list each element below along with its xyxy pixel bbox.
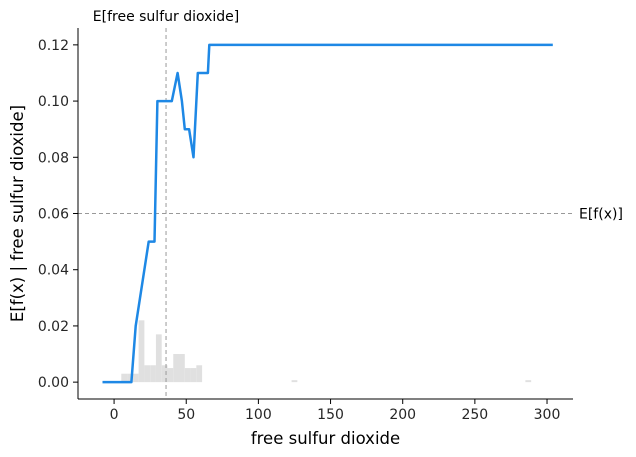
histogram-bar bbox=[132, 373, 139, 383]
feature-histogram bbox=[121, 320, 532, 383]
histogram-bar bbox=[291, 380, 298, 383]
histogram-bar bbox=[138, 320, 145, 383]
partial-dependence-line bbox=[102, 43, 553, 384]
x-tick-label: 200 bbox=[389, 407, 416, 423]
y-tick-label: 0.06 bbox=[38, 207, 69, 223]
histogram-bar bbox=[127, 373, 133, 383]
histogram-bar bbox=[144, 365, 151, 383]
histogram-bar bbox=[179, 354, 185, 383]
x-tick-label: 50 bbox=[177, 407, 195, 423]
histogram-bar bbox=[161, 365, 168, 383]
x-tick-label: 250 bbox=[461, 407, 488, 423]
histogram-bar bbox=[196, 365, 203, 383]
histogram-bar bbox=[525, 380, 532, 383]
histogram-bar bbox=[150, 365, 156, 383]
y-tick-label: 0.02 bbox=[38, 319, 69, 335]
y-tick-label: 0.08 bbox=[38, 150, 69, 166]
y-axis-label: E[f(x) | free sulfur dioxide] bbox=[8, 105, 27, 322]
y-tick-label: 0.12 bbox=[38, 38, 69, 54]
histogram-bar bbox=[190, 368, 197, 383]
x-ticks: 0 50 100 150 200 250 300 bbox=[110, 399, 561, 423]
x-axis-label: free sulfur dioxide bbox=[251, 429, 400, 448]
expected-value-label: E[f(x)] bbox=[579, 207, 623, 223]
y-tick-label: 0.00 bbox=[38, 375, 69, 391]
x-tick-label: 0 bbox=[110, 407, 119, 423]
histogram-bar bbox=[155, 334, 162, 383]
y-tick-label: 0.04 bbox=[38, 263, 69, 279]
y-ticks: 0.00 0.02 0.04 0.06 0.08 0.10 0.12 bbox=[38, 38, 78, 391]
x-tick-label: 150 bbox=[317, 407, 344, 423]
histogram-bar bbox=[184, 368, 191, 383]
y-tick-label: 0.10 bbox=[38, 94, 69, 110]
x-tick-label: 100 bbox=[245, 407, 272, 423]
histogram-bar bbox=[173, 354, 180, 383]
histogram-bar bbox=[121, 373, 128, 383]
feature-mean-label: E[free sulfur dioxide] bbox=[93, 9, 239, 25]
x-tick-label: 300 bbox=[534, 407, 561, 423]
histogram-bar bbox=[167, 368, 174, 383]
